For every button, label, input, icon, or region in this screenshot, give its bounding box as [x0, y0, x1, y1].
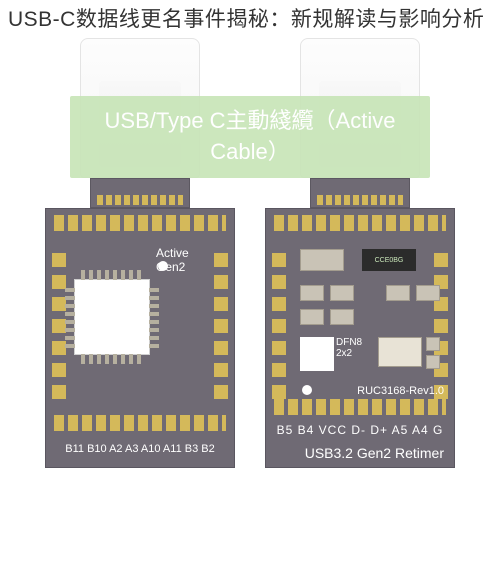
pad-strip	[274, 215, 446, 231]
dfn8-ic	[300, 337, 334, 371]
smd-component	[426, 337, 440, 351]
smd-component	[416, 285, 440, 301]
pcb-figure: Active Gen2 B11 B10 A2 A3 A10 A11 B3 B2	[0, 38, 500, 538]
smd-component	[330, 309, 354, 325]
pad-strip	[274, 399, 446, 415]
footer-silkscreen: USB3.2 Gen2 Retimer	[305, 445, 444, 461]
fiducial-dot	[302, 385, 312, 395]
side-pads	[52, 249, 66, 399]
chip-silkscreen-label: Active Gen2	[156, 247, 189, 273]
dfn8-label: DFN8 2x2	[336, 337, 362, 359]
rev-label: RUC3168-Rev1.0	[357, 385, 444, 397]
neck-back	[310, 178, 410, 208]
smd-component	[300, 309, 324, 325]
overlay-caption: USB/Type C主動綫纜（Active Cable）	[70, 96, 430, 178]
pad-strip	[54, 215, 226, 231]
pcb-front: Active Gen2 B11 B10 A2 A3 A10 A11 B3 B2	[45, 208, 235, 468]
smd-capacitor	[378, 337, 422, 367]
smd-component	[330, 285, 354, 301]
pin-labels-front: B11 B10 A2 A3 A10 A11 B3 B2	[46, 443, 234, 455]
side-pads	[272, 249, 286, 399]
pad-strip	[54, 415, 226, 431]
smd-component	[386, 285, 410, 301]
neck-front	[90, 178, 190, 208]
pcb-back: CCE0BG DFN8 2x2 RUC3168-Rev1.0 B5 B	[265, 208, 455, 468]
smd-component	[300, 249, 344, 271]
pin-labels-back: B5 B4 VCC D- D+ A5 A4 G	[266, 423, 454, 437]
side-pads	[434, 249, 448, 399]
smd-component	[300, 285, 324, 301]
main-ic	[74, 279, 150, 355]
side-pads	[214, 249, 228, 399]
article-title: USB-C数据线更名事件揭秘：新规解读与影响分析	[0, 0, 500, 34]
smd-component	[426, 355, 440, 369]
small-ic: CCE0BG	[362, 249, 416, 271]
